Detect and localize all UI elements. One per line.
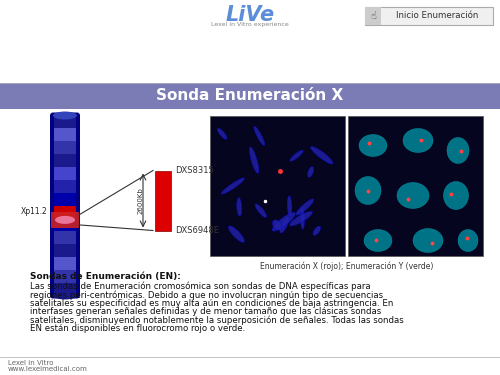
Ellipse shape xyxy=(290,211,312,226)
Ellipse shape xyxy=(228,226,244,242)
Ellipse shape xyxy=(236,198,242,216)
Bar xyxy=(54,154,76,167)
Ellipse shape xyxy=(217,128,227,140)
Ellipse shape xyxy=(313,226,320,236)
Bar xyxy=(54,270,76,283)
Bar xyxy=(54,231,76,244)
Bar xyxy=(155,171,171,231)
Bar xyxy=(54,167,76,180)
Bar xyxy=(54,141,76,154)
Text: ☝: ☝ xyxy=(370,11,376,21)
Bar xyxy=(348,116,483,255)
Ellipse shape xyxy=(280,217,289,233)
Ellipse shape xyxy=(55,216,75,224)
Ellipse shape xyxy=(413,228,443,252)
Ellipse shape xyxy=(359,135,387,156)
Ellipse shape xyxy=(296,199,314,215)
Text: LiVe: LiVe xyxy=(226,5,274,25)
Ellipse shape xyxy=(444,182,468,210)
Ellipse shape xyxy=(254,126,265,146)
Ellipse shape xyxy=(308,166,314,177)
Text: Enumeración X (rojo); Enumeración Y (verde): Enumeración X (rojo); Enumeración Y (ver… xyxy=(260,261,433,271)
Text: Lexel in Vitro experience: Lexel in Vitro experience xyxy=(211,22,289,27)
Text: Inicio Enumeración: Inicio Enumeración xyxy=(396,12,478,21)
FancyBboxPatch shape xyxy=(50,112,80,298)
Ellipse shape xyxy=(221,178,244,194)
Text: Sonda Enumeración X: Sonda Enumeración X xyxy=(156,88,344,103)
Ellipse shape xyxy=(300,208,304,230)
Text: EN están disponibles en fluorocromo rojo o verde.: EN están disponibles en fluorocromo rojo… xyxy=(30,324,245,333)
Text: 2600Kb: 2600Kb xyxy=(138,187,144,214)
Bar xyxy=(0,82,500,108)
Ellipse shape xyxy=(458,230,478,252)
Ellipse shape xyxy=(53,111,77,120)
Text: Las sondas de Enumeración cromosómica son sondas de DNA específicas para: Las sondas de Enumeración cromosómica so… xyxy=(30,282,370,291)
Text: satelitales, disminuyendo notablemente la superposición de señales. Todas las so: satelitales, disminuyendo notablemente l… xyxy=(30,315,404,325)
Bar xyxy=(51,212,79,228)
Ellipse shape xyxy=(250,147,259,174)
Text: Lexel in Vitro: Lexel in Vitro xyxy=(8,360,54,366)
Text: www.lexelmedical.com: www.lexelmedical.com xyxy=(8,366,88,372)
Bar xyxy=(54,244,76,257)
Bar xyxy=(54,206,76,218)
Bar xyxy=(54,180,76,193)
Bar xyxy=(54,218,76,231)
Bar xyxy=(54,193,76,206)
Ellipse shape xyxy=(290,150,304,161)
Ellipse shape xyxy=(255,204,266,218)
Ellipse shape xyxy=(447,138,469,164)
Text: regiones peri-centrómicas. Debido a que no involucran ningún tipo de secuencias: regiones peri-centrómicas. Debido a que … xyxy=(30,290,383,300)
FancyBboxPatch shape xyxy=(365,7,493,25)
Bar xyxy=(54,116,76,128)
Text: DXS8315: DXS8315 xyxy=(175,166,214,175)
Ellipse shape xyxy=(272,212,295,231)
Ellipse shape xyxy=(403,129,433,153)
Bar xyxy=(210,116,345,255)
Ellipse shape xyxy=(53,291,77,300)
Bar xyxy=(54,257,76,270)
Ellipse shape xyxy=(310,146,333,164)
Bar xyxy=(54,283,76,296)
Ellipse shape xyxy=(364,230,392,252)
Bar xyxy=(54,128,76,141)
Ellipse shape xyxy=(355,177,381,204)
Bar xyxy=(365,7,381,25)
Text: Sondas de Enumeración (EN):: Sondas de Enumeración (EN): xyxy=(30,272,181,280)
Ellipse shape xyxy=(397,183,429,209)
Text: DXS6948E: DXS6948E xyxy=(175,226,219,235)
Ellipse shape xyxy=(272,220,281,230)
Text: interfases generan señales definidas y de menor tamaño que las clásicas sondas: interfases generan señales definidas y d… xyxy=(30,307,382,316)
Text: Xp11.2: Xp11.2 xyxy=(21,207,48,216)
Ellipse shape xyxy=(287,196,292,217)
Text: satelitales su especificidad es muy alta aún en condiciones de baja astringencia: satelitales su especificidad es muy alta… xyxy=(30,298,394,307)
